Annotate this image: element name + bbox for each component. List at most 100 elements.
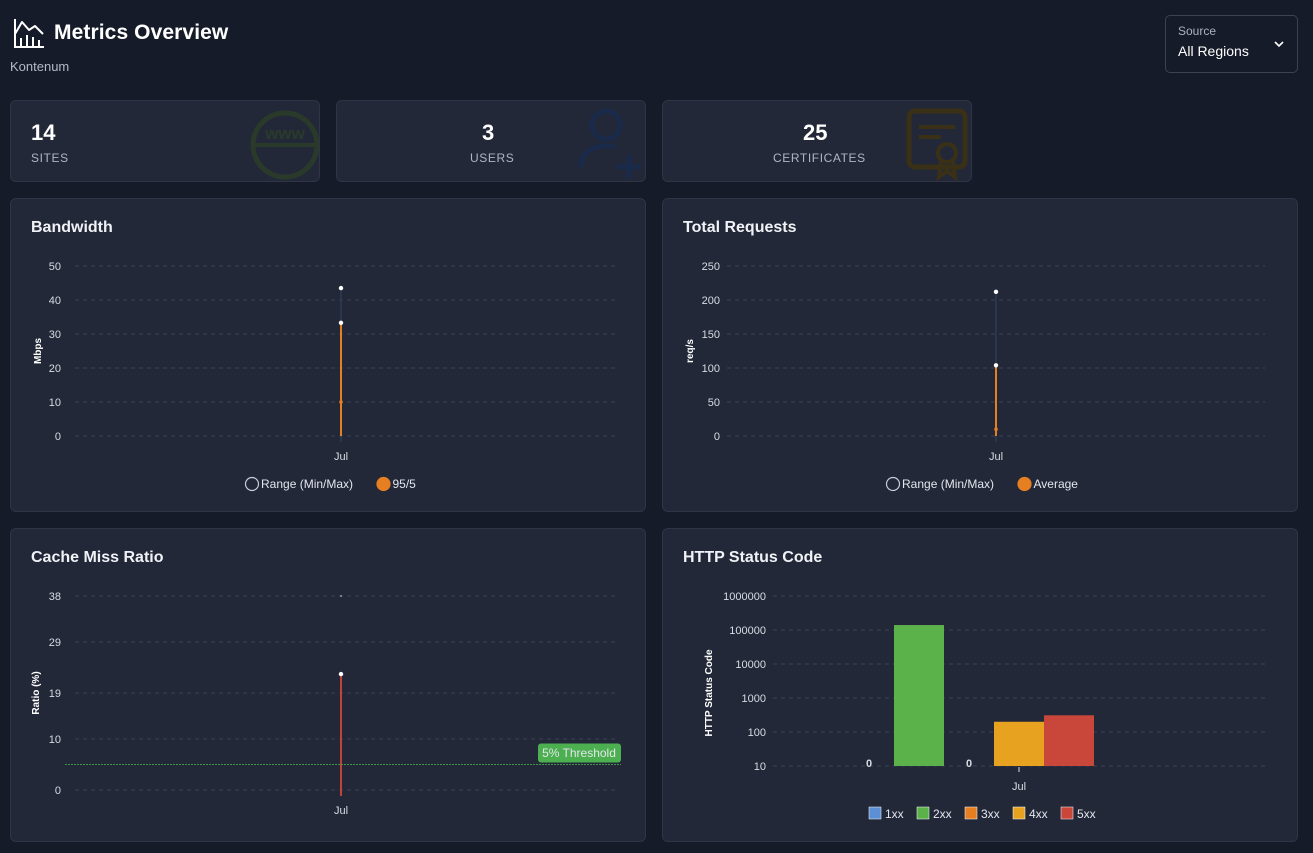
stat-label-sites: SITES <box>31 151 69 165</box>
page-header: Metrics Overview Kontenum <box>10 16 229 74</box>
http-chart: 1000000 100000 10000 1000 100 10 HTTP Status C… <box>704 591 1265 821</box>
stat-card-certificates[interactable]: 25 CERTIFICATES <box>662 100 972 182</box>
source-select[interactable]: Source All Regions <box>1165 15 1298 73</box>
threshold-label: 5% Threshold <box>542 746 616 760</box>
y-tick-label: 10 <box>49 734 61 746</box>
y-tick-label: 200 <box>702 295 720 307</box>
legend-label: 95/5 <box>393 477 417 491</box>
y-tick-label: 50 <box>49 261 61 273</box>
y-tick-label: 30 <box>49 329 61 341</box>
y-tick-label: 10 <box>754 761 766 773</box>
www-globe-icon: www <box>250 110 319 180</box>
stat-card-users[interactable]: 3 USERS <box>336 100 646 182</box>
bar-value-label: 0 <box>866 758 872 770</box>
bar-2xx <box>894 625 944 766</box>
y-tick-label: 100 <box>702 363 720 375</box>
series-low-point <box>994 427 998 431</box>
y-tick-label: 20 <box>49 363 61 375</box>
bar-4xx <box>994 721 1044 766</box>
cache-panel: Cache Miss Ratio 38 29 19 10 0 Ratio (%) 5% Th… <box>10 528 646 842</box>
x-tick-label: Jul <box>1012 781 1026 793</box>
legend-marker <box>916 806 930 820</box>
page-title: Metrics Overview <box>54 21 229 44</box>
svg-text:www: www <box>264 124 305 143</box>
y-tick-label: 50 <box>708 397 720 409</box>
y-axis-title: Mbps <box>33 338 44 365</box>
chevron-down-icon <box>1274 41 1284 48</box>
legend-label: 2xx <box>933 807 952 821</box>
y-axis-title: req/s <box>685 339 696 363</box>
y-tick-label: 250 <box>702 261 720 273</box>
max-marker <box>340 595 342 597</box>
y-tick-label: 0 <box>55 431 61 443</box>
range-max-point <box>338 285 344 291</box>
y-tick-label: 100 <box>748 727 766 739</box>
series-low-point <box>339 400 343 404</box>
x-tick-label: Jul <box>334 805 348 817</box>
legend-marker <box>1060 806 1074 820</box>
chart-icon <box>14 19 44 48</box>
y-tick-label: 150 <box>702 329 720 341</box>
range-max-point <box>993 289 999 295</box>
legend-marker <box>244 476 260 492</box>
page-subtitle: Kontenum <box>10 59 70 74</box>
stat-bg-certificates <box>887 101 971 181</box>
http-title: HTTP Status Code <box>683 549 823 566</box>
y-tick-label: 0 <box>55 785 61 797</box>
legend-marker <box>1012 806 1026 820</box>
legend-label: Range (Min/Max) <box>902 477 994 491</box>
stat-value-users: 3 <box>482 120 495 145</box>
stat-value-certificates: 25 <box>803 120 828 145</box>
y-axis-title: HTTP Status Code <box>704 649 715 736</box>
y-tick-label: 29 <box>49 637 61 649</box>
user-add-icon <box>578 108 641 179</box>
cache-title: Cache Miss Ratio <box>31 549 164 566</box>
legend-label: Average <box>1034 477 1079 491</box>
legend-marker <box>376 476 391 492</box>
y-tick-label: 10000 <box>735 659 766 671</box>
cache-chart: 38 29 19 10 0 Ratio (%) 5% Threshold Jul <box>31 591 621 817</box>
stat-card-sites[interactable]: www 14 SITES <box>10 100 320 182</box>
legend-label: Range (Min/Max) <box>261 477 353 491</box>
legend-label: 5xx <box>1077 807 1096 821</box>
y-tick-label: 40 <box>49 295 61 307</box>
y-tick-label: 1000 <box>742 693 766 705</box>
stat-label-users: USERS <box>470 151 515 165</box>
y-tick-label: 0 <box>714 431 720 443</box>
requests-title: Total Requests <box>683 219 797 236</box>
x-tick-label: Jul <box>334 451 348 463</box>
requests-panel: Total Requests 250 200 150 100 50 0 req/s Jul Ra… <box>662 198 1298 512</box>
bar-value-label: 0 <box>966 758 972 770</box>
bandwidth-panel: Bandwidth 50 40 30 20 10 0 Mbps Jul Range (Min/M… <box>10 198 646 512</box>
stat-value-sites: 14 <box>31 120 56 145</box>
y-tick-label: 1000000 <box>723 591 766 603</box>
bandwidth-chart: 50 40 30 20 10 0 Mbps Jul Range (Min/Max) 95/5 <box>33 261 616 492</box>
bandwidth-title: Bandwidth <box>31 219 113 236</box>
series-high-point <box>338 320 344 325</box>
series-high-point <box>993 363 999 368</box>
y-tick-label: 38 <box>49 591 61 603</box>
requests-chart: 250 200 150 100 50 0 req/s Jul Range (Min/Max) Av… <box>685 261 1265 492</box>
series-high-point <box>338 671 344 677</box>
stat-bg-users <box>561 101 645 181</box>
certificate-icon <box>906 108 968 181</box>
y-tick-label: 100000 <box>729 625 766 637</box>
x-tick-label: Jul <box>989 451 1003 463</box>
legend-label: 3xx <box>981 807 1000 821</box>
stat-bg-sites: www <box>235 101 319 181</box>
legend-marker <box>868 806 882 820</box>
http-panel: HTTP Status Code 1000000 100000 10000 1000 1… <box>662 528 1298 842</box>
stat-label-certificates: CERTIFICATES <box>773 151 866 165</box>
y-tick-label: 10 <box>49 397 61 409</box>
source-value: All Regions <box>1178 43 1249 59</box>
legend-marker <box>885 476 901 492</box>
y-tick-label: 19 <box>49 688 61 700</box>
source-label: Source <box>1178 24 1217 38</box>
bar-5xx <box>1044 715 1094 766</box>
legend-label: 4xx <box>1029 807 1048 821</box>
legend-marker <box>964 806 978 820</box>
legend-marker <box>1017 476 1032 492</box>
y-axis-title: Ratio (%) <box>31 671 42 714</box>
legend-label: 1xx <box>885 807 904 821</box>
threshold-badge <box>538 743 621 763</box>
